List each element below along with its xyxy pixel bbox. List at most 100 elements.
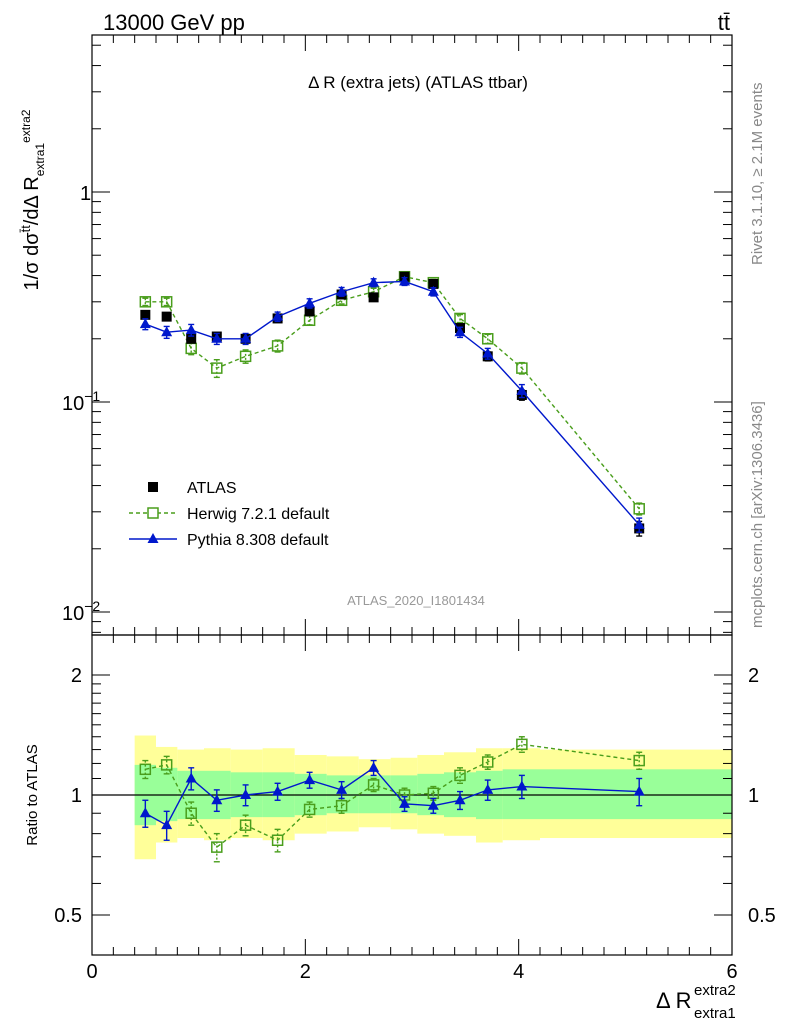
data-point: [160, 759, 173, 771]
data-point: [211, 362, 223, 374]
x-tick-label: 0: [86, 961, 97, 983]
data-point: [336, 783, 348, 794]
data-point: [185, 324, 197, 335]
x-tick-label: 2: [300, 961, 311, 983]
data-point: [186, 333, 197, 344]
legend-marker: [147, 507, 159, 519]
legend-label: ATLAS: [187, 480, 237, 497]
data-point: [304, 297, 316, 308]
series-line: [145, 743, 640, 849]
data-point: [239, 350, 252, 363]
y-tick-label: 10−1: [62, 388, 100, 415]
data-point: [139, 763, 152, 776]
data-point: [516, 384, 528, 395]
main-panel: Δ R (extra jets) (ATLAS ttbar) ATLAS_202…: [62, 34, 733, 636]
legend-marker: [148, 482, 158, 492]
data-point: [454, 794, 466, 805]
data-point: [240, 789, 252, 799]
data-point: [239, 819, 252, 831]
data-point: [211, 841, 223, 853]
data-point: [161, 311, 172, 322]
data-point: [427, 787, 440, 800]
data-point: [240, 332, 252, 343]
data-point: [633, 518, 645, 529]
process-label: tt̄: [718, 10, 730, 35]
ratio-series: [139, 736, 645, 863]
data-point: [482, 347, 494, 358]
data-point: [481, 333, 494, 345]
ratio-axis-ticks: 0.5 0.5 1 1 2 2 0 2 4 6: [54, 635, 776, 983]
data-point: [633, 785, 645, 796]
data-point: [271, 834, 284, 846]
data-point: [139, 318, 151, 329]
data-point: [399, 797, 411, 808]
analysis-id: ATLAS_2020_I1801434: [347, 593, 485, 608]
data-point: [427, 799, 439, 810]
data-point: [399, 275, 411, 286]
series-pythia: [139, 759, 645, 841]
data-point: [140, 309, 151, 320]
data-point: [428, 278, 439, 289]
data-point: [367, 779, 380, 791]
x-axis-label-main: Δ R: [656, 988, 691, 1013]
series-herwig: [139, 270, 645, 516]
main-series: [139, 270, 645, 537]
main-ylabel: 1/σ dσt̄t/dΔ Rextra1extra2: [18, 109, 47, 290]
ratio-y-tick-label-left: 2: [71, 665, 82, 687]
data-point: [185, 807, 197, 819]
legend-entry: Pythia 8.308 default: [129, 532, 329, 549]
data-point: [633, 503, 645, 515]
ratio-y-tick-label-left: 1: [71, 785, 82, 807]
legend-label: Pythia 8.308 default: [187, 532, 329, 549]
legend-entry: ATLAS: [148, 480, 237, 497]
plot-title: Δ R (extra jets) (ATLAS ttbar): [308, 73, 528, 92]
data-point: [161, 819, 173, 830]
y-tick-label: 1: [80, 183, 91, 205]
data-point: [335, 799, 348, 812]
y-tick-label: 10−2: [62, 598, 100, 625]
main-ylabel-text: 1/σ dσ: [21, 232, 43, 291]
data-point: [427, 285, 439, 296]
data-point: [303, 803, 316, 816]
data-point: [516, 780, 528, 791]
data-point: [482, 783, 494, 794]
data-point: [185, 772, 197, 783]
data-point: [454, 326, 466, 337]
svg-text:1/σ dσt̄t/dΔ Rextra1extra2: 1/σ dσt̄t/dΔ Rextra1extra2: [18, 109, 47, 290]
legend-label: Herwig 7.2.1 default: [187, 506, 330, 523]
x-tick-label: 6: [726, 961, 737, 983]
x-axis-label-sub: extra1: [694, 1005, 736, 1022]
legend: ATLAS Herwig 7.2.1 default Pythia 8.308 de…: [129, 480, 330, 549]
data-point: [368, 761, 380, 772]
data-point: [303, 314, 316, 327]
side-label-rivet: Rivet 3.1.10, ≥ 2.1M events: [749, 83, 766, 266]
data-point: [139, 296, 152, 308]
data-point: [139, 807, 151, 818]
svg-text:Δ R: Δ R: [656, 988, 691, 1013]
side-label-site: mcplots.cern.ch [arXiv:1306.3436]: [749, 401, 766, 628]
data-point: [160, 296, 173, 308]
data-point: [211, 794, 223, 805]
data-point: [185, 342, 197, 355]
data-point: [336, 285, 348, 296]
data-point: [454, 312, 466, 325]
ratio-ylabel: Ratio to ATLAS: [24, 744, 41, 845]
data-point: [368, 292, 379, 303]
data-point: [516, 362, 528, 374]
ratio-y-tick-label-right: 0.5: [748, 905, 776, 927]
data-point: [481, 756, 494, 768]
legend-marker: [147, 533, 159, 543]
data-point: [304, 774, 316, 785]
ratio-y-tick-label-right: 1: [748, 785, 759, 807]
data-point: [161, 326, 173, 337]
main-axis-ticks: 10−2 10−1 1: [62, 35, 733, 635]
data-point: [454, 769, 466, 782]
series-pythia: [139, 275, 645, 533]
ratio-y-tick-label-left: 0.5: [54, 905, 82, 927]
x-axis-label-sup: extra2: [694, 982, 736, 999]
series-line: [145, 275, 640, 510]
ratio-y-tick-label-right: 2: [748, 665, 759, 687]
data-point: [211, 332, 223, 343]
ratio-panel: 0.5 0.5 1 1 2 2 0 2 4 6: [54, 634, 776, 983]
